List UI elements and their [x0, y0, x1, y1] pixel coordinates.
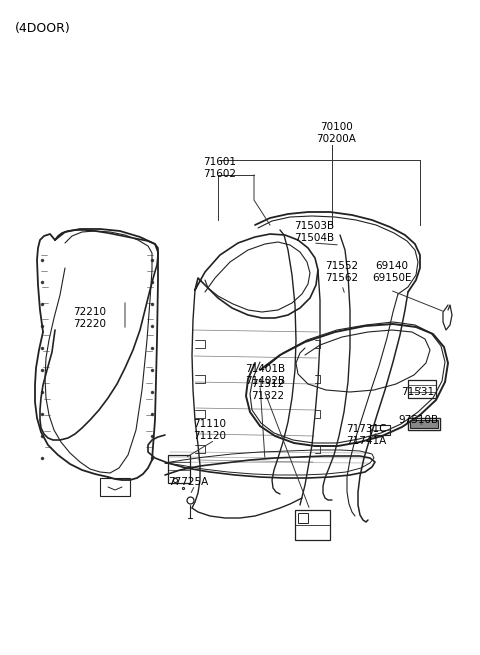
Text: 71110
71120: 71110 71120 — [193, 419, 227, 441]
Bar — [370, 425, 390, 435]
Text: 69140
69150E: 69140 69150E — [372, 261, 412, 283]
Text: 70100
70200A: 70100 70200A — [316, 122, 356, 144]
Text: 71531: 71531 — [401, 387, 434, 397]
Bar — [408, 418, 440, 430]
Text: 71601
71602: 71601 71602 — [204, 157, 237, 179]
Text: 71401B
71402B: 71401B 71402B — [245, 364, 285, 386]
Bar — [168, 455, 190, 483]
Bar — [410, 420, 438, 428]
Text: 97510B: 97510B — [398, 415, 438, 425]
Text: 77725A: 77725A — [168, 477, 208, 487]
Bar — [298, 513, 308, 523]
Text: 71503B
71504B: 71503B 71504B — [294, 221, 334, 243]
Text: 71312
71322: 71312 71322 — [252, 379, 285, 401]
Bar — [100, 478, 130, 496]
Text: 72210
72220: 72210 72220 — [73, 307, 107, 329]
Text: (4DOOR): (4DOOR) — [15, 22, 71, 35]
Bar — [295, 510, 330, 540]
Text: 71552
71562: 71552 71562 — [325, 261, 359, 283]
Text: 71731C
71741A: 71731C 71741A — [346, 424, 386, 446]
Bar — [408, 380, 436, 398]
